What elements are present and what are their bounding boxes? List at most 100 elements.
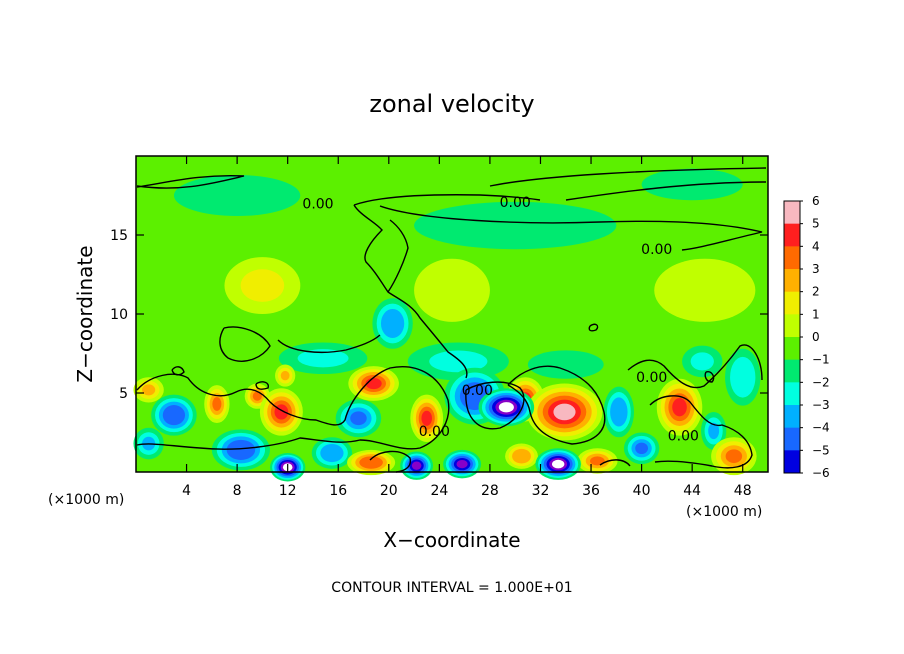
heatmap-cell xyxy=(465,387,485,406)
colorbar-label: 5 xyxy=(812,217,820,231)
heatmap-cell xyxy=(414,201,617,250)
colorbar: 6 5 4 3 2 1 0 −1 −2 −3 −4 −5 −6 xyxy=(783,194,830,480)
contour-line xyxy=(704,370,715,383)
colorbar-segment xyxy=(784,382,800,406)
colorbar-segment xyxy=(784,269,800,293)
colorbar-label: 2 xyxy=(812,285,820,299)
x-tick-label: 20 xyxy=(380,483,398,499)
heatmap-cell xyxy=(350,411,367,426)
heatmap-cell xyxy=(231,443,251,457)
heatmap-cell xyxy=(324,447,340,459)
contour-label: 0.00 xyxy=(302,196,333,212)
heatmap-cell xyxy=(240,269,285,302)
colorbar-segment xyxy=(784,223,800,247)
contour-line xyxy=(277,334,381,353)
contour-line xyxy=(507,365,606,445)
contour-labels: 0.00 0.00 0.00 0.00 0.00 0.00 0.00 xyxy=(302,195,698,445)
zero-contours xyxy=(136,167,767,473)
x-tick-label: 44 xyxy=(683,483,701,499)
contour-line xyxy=(627,344,763,389)
heatmap-cell xyxy=(553,403,576,421)
heatmap-cell xyxy=(552,459,565,469)
contour-line xyxy=(379,205,763,251)
x-unit-right: (×1000 m) xyxy=(686,504,762,520)
colorbar-label: 4 xyxy=(812,239,820,253)
contour-interval-note: CONTOUR INTERVAL = 1.000E+01 xyxy=(331,580,572,596)
heatmap-cell xyxy=(252,391,262,401)
contour-line xyxy=(369,450,412,473)
y-axis-label: Z−coordinate xyxy=(73,245,97,382)
heatmap-cell xyxy=(635,442,649,455)
colorbar-segment xyxy=(784,201,800,225)
colorbar-segment xyxy=(784,291,800,315)
contour-label: 0.00 xyxy=(668,429,699,445)
colorbar-label: −3 xyxy=(812,398,830,412)
x-tick-label: 40 xyxy=(633,483,651,499)
contour-line xyxy=(353,194,541,206)
contour-label: 0.00 xyxy=(641,242,672,258)
heatmap-cell xyxy=(672,398,687,417)
contour-line xyxy=(649,395,753,469)
heatmap-cell xyxy=(690,352,714,371)
colorbar-segment xyxy=(784,427,800,451)
colorbar-segment xyxy=(784,359,800,383)
heatmap-cell xyxy=(142,384,156,396)
heatmap-cell xyxy=(166,408,182,422)
contour-line xyxy=(599,459,631,467)
colorbar-segment xyxy=(784,246,800,270)
heatmap-cell xyxy=(590,456,605,466)
x-tick-label: 4 xyxy=(182,483,191,499)
contour-line xyxy=(489,167,767,187)
x-tick-label: 16 xyxy=(329,483,347,499)
x-axis-ticks: 4 8 12 16 20 24 28 32 36 40 44 48 xyxy=(182,156,752,499)
contour-label: 0.00 xyxy=(636,370,667,386)
y-axis-ticks: 5 10 15 xyxy=(110,228,768,402)
colorbar-label: −4 xyxy=(812,421,830,435)
heatmap-field xyxy=(133,168,761,482)
contour-line xyxy=(588,323,599,332)
colorbar-label: −6 xyxy=(812,466,830,480)
x-tick-label: 28 xyxy=(481,483,499,499)
heatmap-cell xyxy=(498,402,514,413)
heatmap-cell xyxy=(515,451,528,461)
x-tick-label: 48 xyxy=(734,483,752,499)
heatmap-cell xyxy=(365,377,382,390)
x-tick-label: 8 xyxy=(233,483,242,499)
heatmap-cell xyxy=(675,272,734,309)
heatmap-cell xyxy=(725,449,743,464)
contour-line xyxy=(171,366,185,376)
colorbar-segment xyxy=(784,450,800,474)
plot-area: 0.00 0.000.000.000.000.00 0.00 4 8 12 16 20 24 2… xyxy=(110,155,769,499)
heatmap-cell xyxy=(456,459,468,469)
heatmap-cell xyxy=(613,402,625,422)
heatmap-cell xyxy=(708,422,720,440)
contour-label: 0.00 xyxy=(500,195,531,211)
colorbar-label: 6 xyxy=(812,194,820,208)
contour-label: 0.00 xyxy=(462,383,493,399)
colorbar-segment xyxy=(784,314,800,338)
y-tick-label: 15 xyxy=(110,228,128,244)
y-tick-label: 5 xyxy=(119,386,128,402)
colorbar-label: 0 xyxy=(812,330,820,344)
heatmap-cell xyxy=(411,461,422,470)
heatmap-cell xyxy=(363,458,379,467)
contour-line xyxy=(565,181,767,201)
contour-line xyxy=(387,219,409,293)
colorbar-segment xyxy=(784,405,800,429)
heatmap-cell xyxy=(297,349,349,368)
x-tick-label: 24 xyxy=(430,483,448,499)
heatmap-cell xyxy=(735,364,751,390)
heatmap-cell xyxy=(212,397,222,411)
x-tick-label: 12 xyxy=(279,483,297,499)
contour-line xyxy=(255,381,269,390)
contour-line xyxy=(136,174,245,189)
contour-line xyxy=(465,381,525,430)
chart-title: zonal velocity xyxy=(369,90,534,118)
heatmap-cell xyxy=(421,410,432,426)
colorbar-label: −5 xyxy=(812,443,830,457)
colorbar-label: 1 xyxy=(812,307,820,321)
contour-line xyxy=(136,366,450,450)
colorbar-label: −1 xyxy=(812,353,830,367)
x-unit-left: (×1000 m) xyxy=(48,492,124,508)
